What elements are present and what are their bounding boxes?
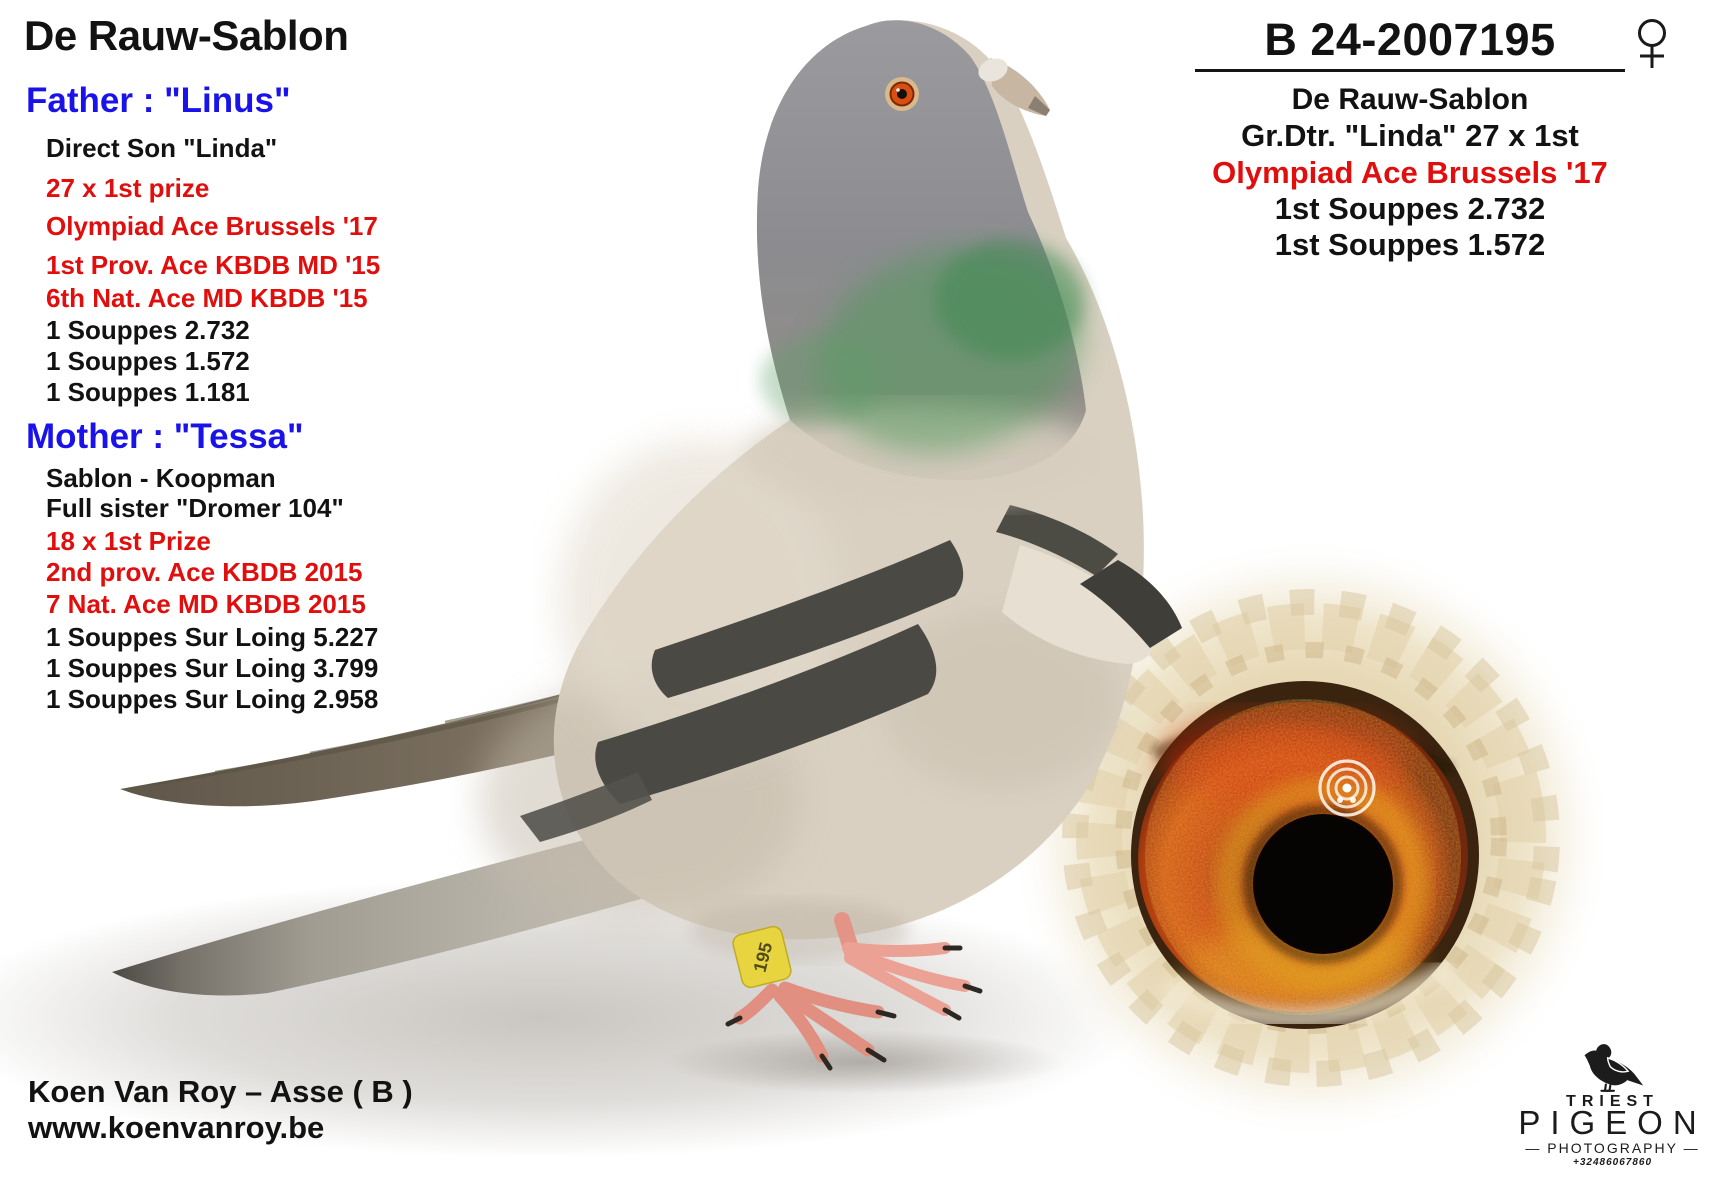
mother-line: 1 Souppes Sur Loing 3.799	[46, 653, 379, 683]
mother-line: 7 Nat. Ace MD KBDB 2015	[46, 589, 366, 619]
ring-number: B 24-2007195	[1264, 14, 1556, 65]
mother-line: 1 Souppes Sur Loing 5.227	[46, 622, 379, 652]
bird-info-line: 1st Souppes 2.732	[1274, 191, 1546, 226]
mother-line: 2nd prov. Ace KBDB 2015	[46, 557, 363, 587]
logo-brand-sub: — PHOTOGRAPHY —	[1525, 1140, 1700, 1156]
logo-phone: +32486067860	[1572, 1157, 1653, 1168]
father-line: 1st Prov. Ace KBDB MD '15	[46, 250, 381, 280]
ring-underline	[1195, 69, 1625, 72]
father-line: Olympiad Ace Brussels '17	[46, 211, 378, 241]
bird-info-line: 1st Souppes 1.572	[1274, 227, 1546, 262]
father-line: 6th Nat. Ace MD KBDB '15	[46, 283, 368, 313]
father-line: 1 Souppes 2.732	[46, 315, 250, 345]
owner-website: www.koenvanroy.be	[28, 1110, 325, 1145]
owner-name: Koen Van Roy – Asse ( B )	[28, 1074, 413, 1109]
eye-highlight	[1318, 759, 1376, 817]
logo-brand-top: TRIEST	[1566, 1093, 1659, 1110]
mother-line: Full sister "Dromer 104"	[46, 493, 344, 523]
pigeon-logo-icon	[1584, 1044, 1644, 1092]
father-line: 1 Souppes 1.181	[46, 377, 250, 407]
legs-feet: 195	[690, 900, 983, 1071]
mother-line: Sablon - Koopman	[46, 463, 276, 493]
pupil	[1253, 814, 1393, 954]
neck-iridescence	[760, 240, 1085, 453]
mother-line: 18 x 1st Prize	[46, 526, 211, 556]
card-title: De Rauw-Sablon	[24, 12, 349, 59]
father-line: 1 Souppes 1.572	[46, 346, 250, 376]
mother-heading: Mother : "Tessa"	[26, 417, 304, 456]
wing-bars	[520, 540, 964, 842]
pigeon-photo: 195	[112, 20, 1182, 1071]
mother-line: 1 Souppes Sur Loing 2.958	[46, 684, 379, 714]
logo-brand-main: PIGEON	[1518, 1104, 1707, 1141]
bird-info-line: Gr.Dtr. "Linda" 27 x 1st	[1241, 118, 1579, 153]
bird-info-line: De Rauw-Sablon	[1291, 83, 1529, 116]
leg-band: 195	[732, 925, 792, 989]
bird-eye	[885, 77, 919, 111]
father-heading: Father : "Linus"	[26, 81, 291, 120]
female-symbol-icon	[1638, 19, 1666, 68]
beak	[978, 58, 1050, 116]
father-line: Direct Son "Linda"	[46, 133, 278, 163]
feet-shadow	[665, 1030, 1065, 1094]
white-flights	[996, 505, 1182, 664]
bird-info-line: Olympiad Ace Brussels '17	[1212, 155, 1608, 190]
father-line: 27 x 1st prize	[46, 173, 210, 203]
eye-closeup-photo	[1009, 536, 1613, 1140]
